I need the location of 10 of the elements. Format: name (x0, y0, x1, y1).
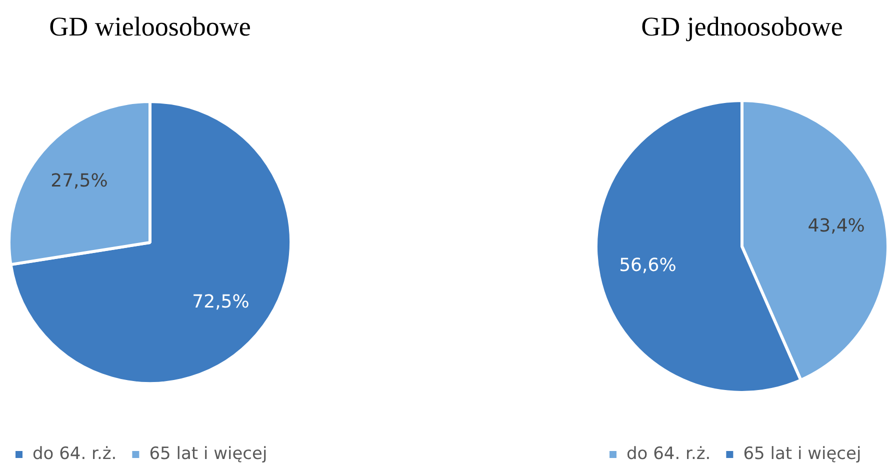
chart-title: GD wieloosobowe (49, 11, 251, 42)
chart-title: GD jednoosobowe (641, 11, 843, 42)
data-label: 43,4% (808, 215, 865, 236)
data-label: 72,5% (192, 292, 250, 313)
legend-label: do 64. r.ż. (32, 444, 117, 464)
legend-label: 65 lat i więcej (149, 444, 268, 464)
data-label: 56,6% (619, 255, 676, 276)
legend-label: 65 lat i więcej (743, 444, 862, 464)
legend-label: do 64. r.ż. (626, 444, 711, 464)
data-label: 27,5% (50, 170, 108, 192)
